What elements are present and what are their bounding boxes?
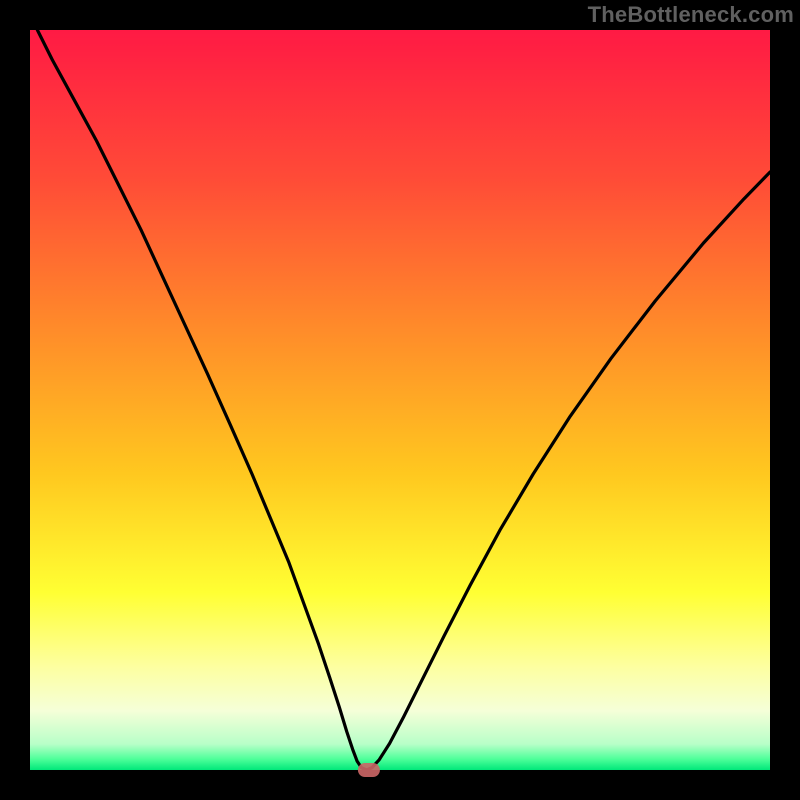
- gradient-background: [30, 30, 770, 770]
- bottleneck-chart: TheBottleneck.com: [0, 0, 800, 800]
- optimal-point-marker: [358, 763, 380, 777]
- chart-svg: [0, 0, 800, 800]
- watermark-text: TheBottleneck.com: [588, 2, 794, 28]
